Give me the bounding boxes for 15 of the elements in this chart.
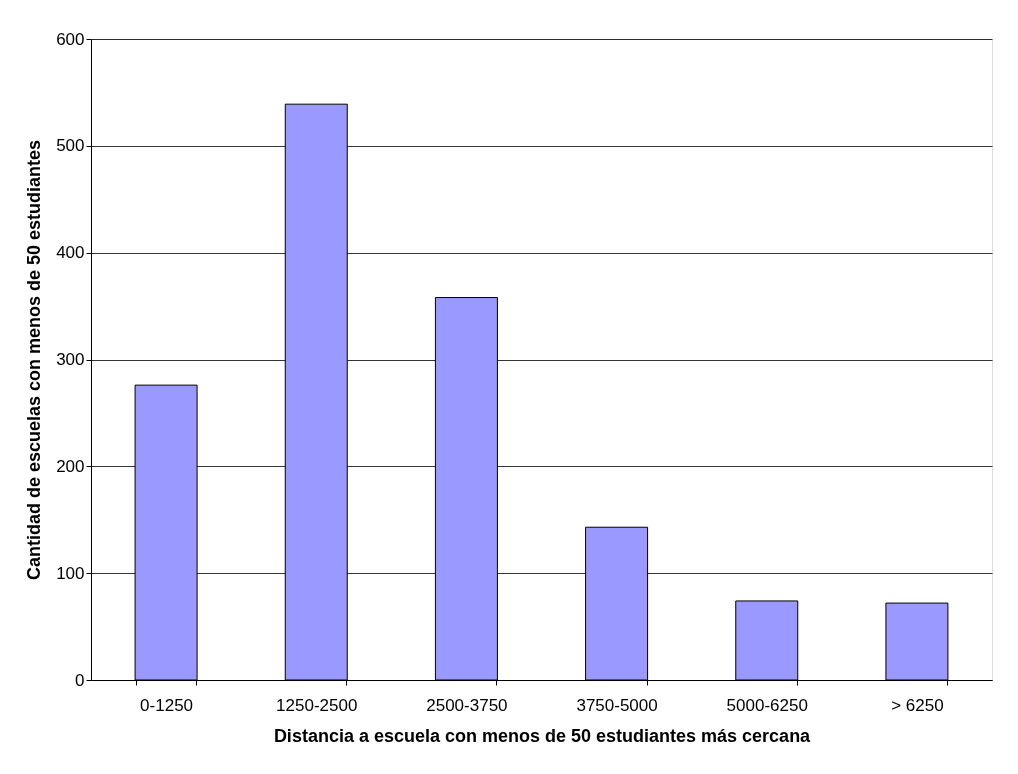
y-tick-label: 500: [56, 136, 85, 156]
x-tick-label: > 6250: [891, 695, 944, 715]
y-axis-title: Cantidad de escuelas con menos de 50 estudiantes: [24, 139, 45, 581]
y-tick-label: 600: [56, 29, 85, 49]
x-axis-title: Distancia a escuela con menos de 50 estudiantes más cercana: [273, 725, 812, 746]
y-tick-label: 300: [56, 350, 85, 369]
y-tick-label: 400: [56, 243, 85, 263]
y-tick-label: 200: [56, 456, 85, 476]
x-tick-label: 0-1250: [140, 695, 194, 715]
x-tick-label: 1250-2500: [276, 695, 358, 715]
x-tick-label: 5000-6250: [726, 695, 808, 715]
x-tick-label: 3750-5000: [576, 695, 658, 715]
y-tick-label: 0: [75, 670, 85, 690]
x-tick-label: 2500-3750: [426, 695, 508, 715]
y-tick-label: 100: [56, 563, 85, 583]
